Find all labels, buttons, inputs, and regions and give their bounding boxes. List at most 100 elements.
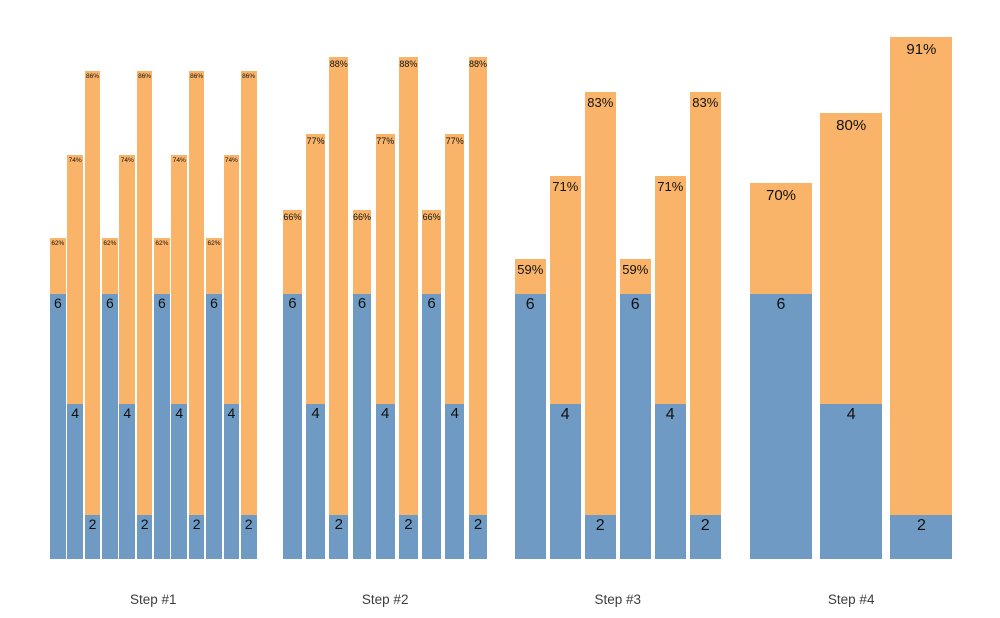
bar-base-value-label: 6 (105, 294, 114, 311)
bar-total-segment (136, 71, 153, 559)
bar-percent-label: 86% (86, 73, 100, 81)
bar: 71% 4 (550, 175, 581, 559)
bar-base-value-label: 2 (140, 516, 149, 533)
bar-base-value-label: 6 (288, 294, 297, 312)
bar-total-segment (690, 92, 721, 559)
bar-base-value-label: 2 (916, 517, 926, 535)
bar-base-value-label: 4 (311, 405, 320, 423)
bar: 88% 2 (399, 57, 418, 559)
bar-percent-label: 91% (906, 40, 937, 58)
bar: 74% 4 (171, 154, 188, 559)
bar-base-segment: 6 (206, 293, 222, 559)
bar-total-segment (399, 57, 418, 559)
bar-total-segment (468, 57, 488, 559)
bar-base-segment: 2 (136, 515, 153, 559)
bar-base-segment: 6 (515, 293, 546, 559)
bar: 62% 6 (154, 238, 170, 559)
bar-base-value-label: 4 (665, 406, 675, 424)
bar-base-segment: 6 (750, 293, 812, 559)
bar-percent-label: 71% (657, 178, 684, 194)
bar: 71% 4 (655, 175, 686, 559)
bar-base-value-label: 6 (53, 294, 62, 311)
bar-percent-label: 77% (306, 135, 325, 146)
bar: 62% 6 (50, 238, 66, 559)
bar: 88% 2 (468, 57, 488, 559)
bar-base-value-label: 2 (473, 516, 483, 534)
bar-base-segment: 6 (283, 293, 302, 559)
group-label: Step #1 (129, 592, 177, 607)
bar-percent-label: 83% (692, 95, 719, 111)
bar-base-segment: 2 (690, 515, 721, 559)
bar: 86% 2 (84, 71, 101, 559)
bar-base-segment: 2 (329, 515, 349, 559)
bar: 77% 4 (375, 133, 395, 559)
bar-base-segment: 2 (240, 515, 257, 559)
bar: 83% 2 (585, 92, 616, 559)
bar-total-segment (240, 71, 257, 559)
bar: 74% 4 (67, 154, 84, 559)
bar-base-segment: 2 (188, 515, 205, 559)
bar-percent-label: 88% (329, 59, 348, 70)
bar-percent-label: 74% (172, 156, 186, 164)
group-label: Step #4 (827, 592, 875, 607)
bar-total-segment (84, 71, 101, 559)
bar-base-value-label: 2 (244, 516, 253, 533)
bar-base-value-label: 4 (381, 405, 390, 423)
bar: 77% 4 (306, 133, 325, 559)
bar-total-segment (188, 71, 205, 559)
bar: 91% 2 (890, 36, 953, 559)
bar-percent-label: 86% (242, 73, 256, 81)
bar-base-segment: 6 (422, 293, 441, 559)
bar-base-value-label: 4 (175, 405, 184, 422)
bar-base-value-label: 2 (595, 517, 605, 535)
bar: 83% 2 (690, 92, 721, 559)
bar-base-value-label: 4 (560, 406, 570, 424)
bar: 86% 2 (136, 71, 153, 559)
bar-base-segment: 4 (171, 404, 188, 559)
bar-base-segment: 2 (399, 515, 418, 559)
bar-base-value-label: 4 (846, 406, 856, 424)
bar: 74% 4 (223, 154, 240, 559)
bar-base-segment: 6 (620, 293, 651, 559)
bar-base-segment: 4 (306, 404, 325, 559)
bar: 86% 2 (240, 71, 257, 559)
bar-base-segment: 2 (890, 515, 953, 559)
bar-percent-label: 88% (399, 59, 418, 70)
bar-base-segment: 6 (154, 293, 170, 559)
bar-percent-label: 66% (422, 212, 441, 223)
bar-base-segment: 6 (352, 293, 372, 559)
bar: 86% 2 (188, 71, 205, 559)
bar-base-value-label: 6 (776, 295, 786, 313)
bar-base-segment: 2 (468, 515, 488, 559)
bar-base-segment: 6 (102, 293, 118, 559)
bar-base-segment: 4 (67, 404, 84, 559)
bar-base-value-label: 6 (357, 294, 367, 312)
bar: 66% 6 (283, 210, 302, 559)
bar-base-value-label: 2 (700, 517, 710, 535)
bar-percent-label: 83% (587, 95, 614, 111)
bar-base-value-label: 4 (227, 405, 236, 422)
bar: 70% 6 (750, 182, 812, 559)
bar-base-value-label: 4 (71, 405, 80, 422)
bar: 77% 4 (445, 133, 465, 559)
bar: 88% 2 (329, 57, 349, 559)
bar-percent-label: 88% (468, 59, 487, 70)
bar-percent-label: 86% (138, 73, 152, 81)
bar: 66% 6 (352, 210, 372, 559)
bar-base-value-label: 6 (158, 294, 166, 311)
bar-percent-label: 86% (190, 73, 204, 81)
bar-percent-label: 59% (517, 261, 544, 277)
bar-percent-label: 62% (207, 240, 221, 248)
bar-base-value-label: 2 (404, 516, 413, 534)
bar: 59% 6 (620, 258, 651, 559)
bar-base-segment: 2 (84, 515, 101, 559)
bar-base-value-label: 6 (427, 294, 436, 312)
bar-base-segment: 4 (445, 404, 465, 559)
bar-base-value-label: 6 (630, 295, 640, 313)
bar-base-segment: 2 (585, 515, 616, 559)
bar-base-segment: 4 (375, 404, 395, 559)
bar-percent-label: 74% (120, 156, 134, 164)
bar-percent-label: 62% (155, 240, 169, 248)
bar-base-segment: 4 (119, 404, 136, 559)
bar-base-segment: 4 (550, 404, 581, 559)
